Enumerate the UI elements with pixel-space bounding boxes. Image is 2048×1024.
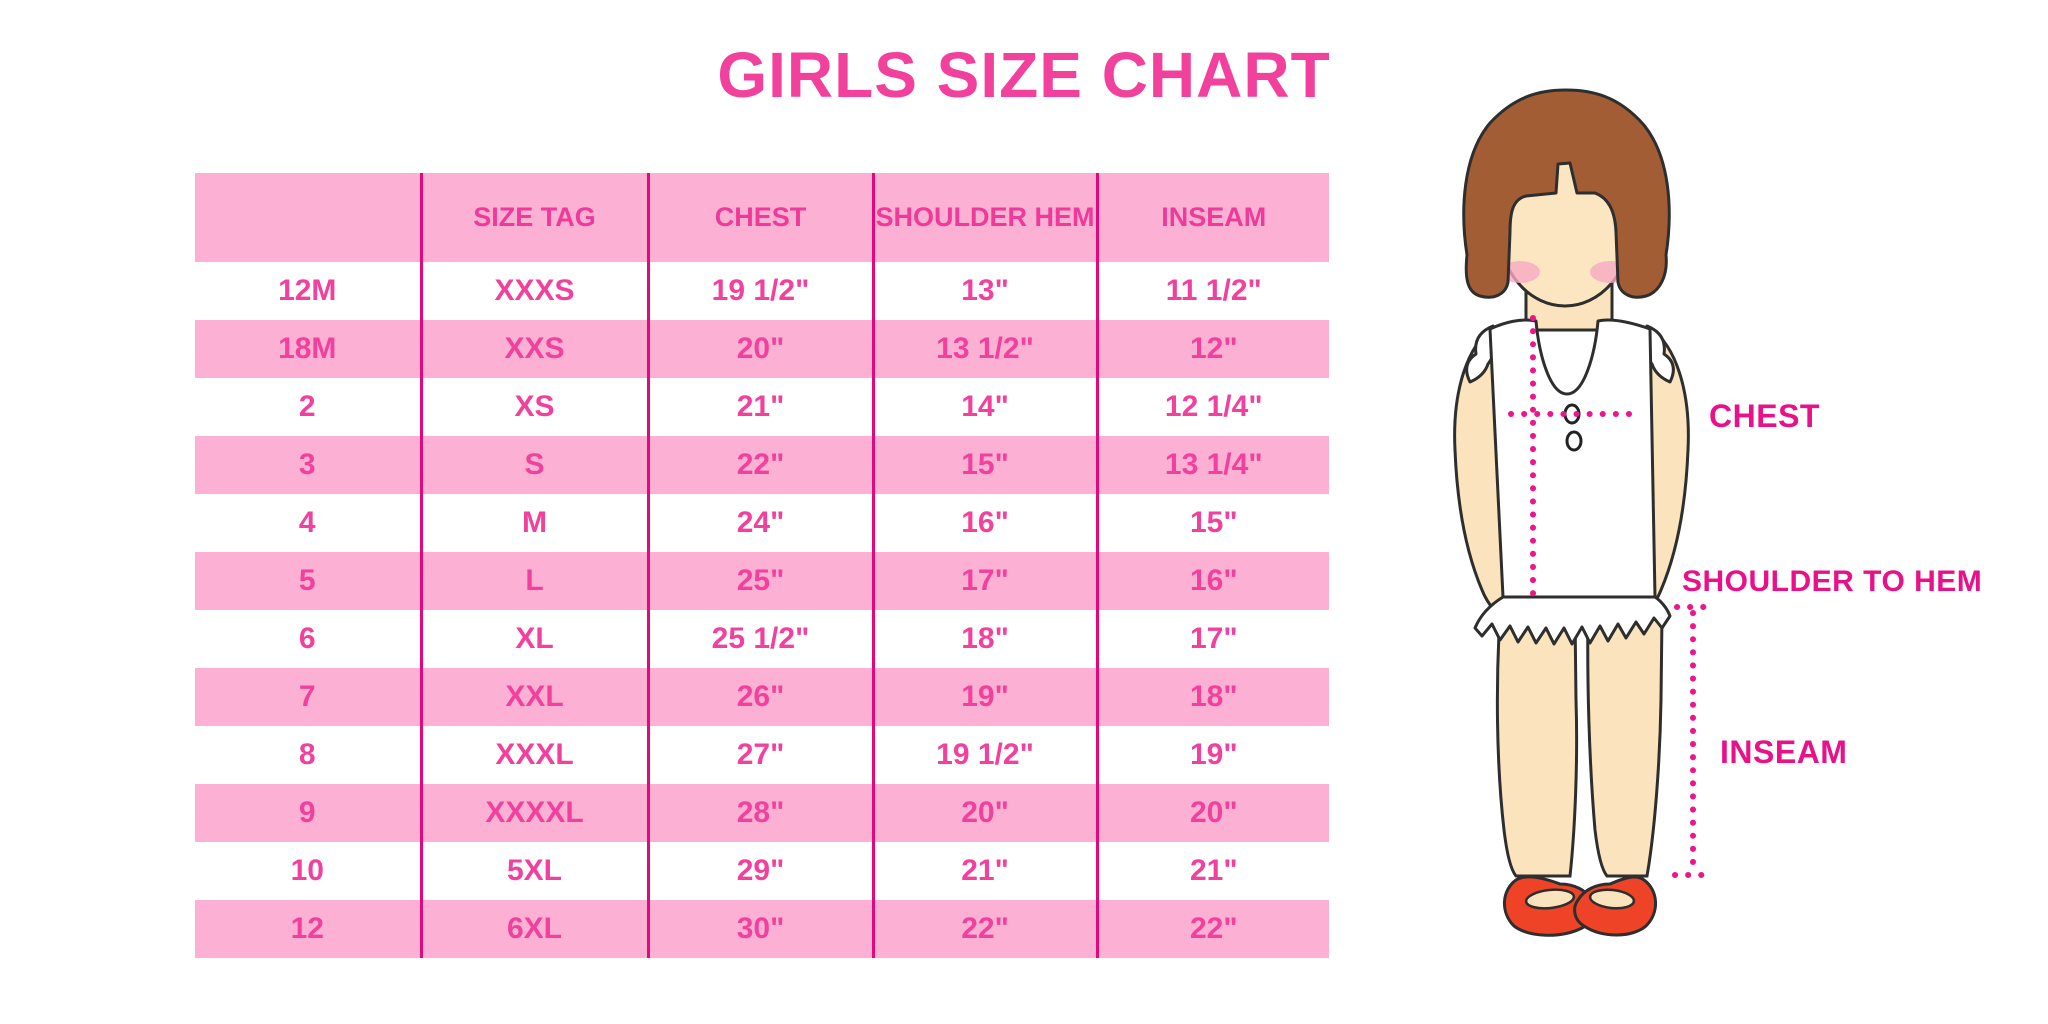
cell-chest: 25" [646,552,873,610]
cell-inseam: 16" [1095,552,1329,610]
cell-shoulder-hem: 19 1/2" [871,726,1097,784]
cell-chest: 29" [646,842,873,900]
cell-shoulder-hem: 19" [871,668,1097,726]
girl-figure-illustration [1453,88,1712,937]
header-cell-chest: CHEST [646,173,873,262]
table-body: 12M XXXS 19 1/2" 13" 11 1/2" 18M XXS 20"… [195,262,1329,958]
cell-size-tag: XL [419,610,648,668]
cell-inseam: 22" [1095,900,1329,958]
cell-shoulder-hem: 22" [871,900,1097,958]
cell-inseam: 19" [1095,726,1329,784]
cell-size: 6 [298,622,316,655]
cell-inseam: 11 1/2" [1095,262,1329,320]
cell-chest: 21" [646,378,873,436]
table-header-row: SIZE TAG CHEST SHOULDER HEM INSEAM [195,173,1329,262]
chest-label: CHEST [1709,398,1820,434]
cell-chest: 26" [646,668,873,726]
cell-size: 12M [278,274,337,307]
hair [1462,88,1671,299]
cell-shoulder-hem: 20" [871,784,1097,842]
cell-size-tag: XXXL [419,726,648,784]
cell-inseam: 12" [1095,320,1329,378]
cell-size: 3 [195,436,421,494]
cell-size-tag: 6XL [419,900,648,958]
table-row: 4 M 24" 16" 15" [195,494,1329,552]
dress-top [1488,318,1657,599]
table-row: 12 6XL 30" 22" 22" [195,900,1329,958]
cell-shoulder-hem: 18" [871,610,1097,668]
table-row: 5 L 25" 17" 16" [195,552,1329,610]
header-cell-shoulder-hem: SHOULDER HEM [871,173,1097,262]
skirt [1473,595,1672,646]
cell-size-tag: XXS [419,320,648,378]
inseam-measure-line [1672,604,1712,878]
table-row: 18M XXS 20" 13 1/2" 12" [195,320,1329,378]
table-row: 7 XXL 26" 19" 18" [195,668,1329,726]
cell-shoulder-hem: 13 1/2" [871,320,1097,378]
shoulder-to-hem-label: SHOULDER TO HEM [1682,565,1983,598]
size-table: SIZE TAG CHEST SHOULDER HEM INSEAM 12M X… [195,173,1329,958]
header-cell-inseam: INSEAM [1095,173,1329,262]
cell-shoulder-hem: 14" [871,378,1097,436]
cell-size-tag: L [419,552,648,610]
cell-inseam: 13 1/4" [1095,436,1329,494]
header-cell-size-tag: SIZE TAG [419,173,648,262]
cell-chest: 27" [646,726,873,784]
table-row: 6 XL 25 1/2" 18" 17" [195,610,1329,668]
cell-shoulder-hem: 16" [871,494,1097,552]
cell-chest: 19 1/2" [646,262,873,320]
cell-chest: 25 1/2" [646,610,873,668]
cell-shoulder-hem: 21" [871,842,1097,900]
cell-size: 7 [195,668,421,726]
inseam-label: INSEAM [1720,734,1848,770]
table-row: 8 XXXL 27" 19 1/2" 19" [195,726,1329,784]
table-row: 3 S 22" 15" 13 1/4" [195,436,1329,494]
cell-size-tag: XXL [419,668,648,726]
cell-size: 12 [195,900,421,958]
cell-size-tag: M [419,494,648,552]
header-cell-blank [195,173,421,262]
cell-size-tag: XS [419,378,648,436]
cell-shoulder-hem: 13" [871,262,1097,320]
dress-button-bottom [1565,430,1583,452]
table-row: 9 XXXXL 28" 20" 20" [195,784,1329,842]
cell-inseam: 21" [1095,842,1329,900]
cell-size-tag: S [419,436,648,494]
table-row: 10 5XL 29" 21" 21" [195,842,1329,900]
cell-size: 8 [298,738,316,771]
cell-chest: 22" [646,436,873,494]
cell-size-tag: XXXS [419,262,648,320]
cell-shoulder-hem: 17" [871,552,1097,610]
cell-chest: 30" [646,900,873,958]
cell-shoulder-hem: 15" [871,436,1097,494]
cell-chest: 20" [646,320,873,378]
page-title: GIRLS SIZE CHART [717,39,1331,111]
cell-inseam: 17" [1095,610,1329,668]
cell-inseam: 12 1/4" [1095,378,1329,436]
cell-size-tag: XXXXL [419,784,648,842]
cell-size: 5 [195,552,421,610]
cell-chest: 28" [646,784,873,842]
cell-inseam: 18" [1095,668,1329,726]
table-row: 12M XXXS 19 1/2" 13" 11 1/2" [195,262,1329,320]
cell-inseam: 20" [1095,784,1329,842]
cell-size: 9 [195,784,421,842]
cell-size: 18M [195,320,421,378]
cell-inseam: 15" [1095,494,1329,552]
cell-size: 10 [290,854,324,887]
cell-size: 2 [298,390,316,423]
legs [1495,613,1664,878]
cell-size-tag: 5XL [419,842,648,900]
cell-size: 4 [298,506,316,539]
shoes [1503,875,1657,937]
table-row: 2 XS 21" 14" 12 1/4" [195,378,1329,436]
cell-chest: 24" [646,494,873,552]
